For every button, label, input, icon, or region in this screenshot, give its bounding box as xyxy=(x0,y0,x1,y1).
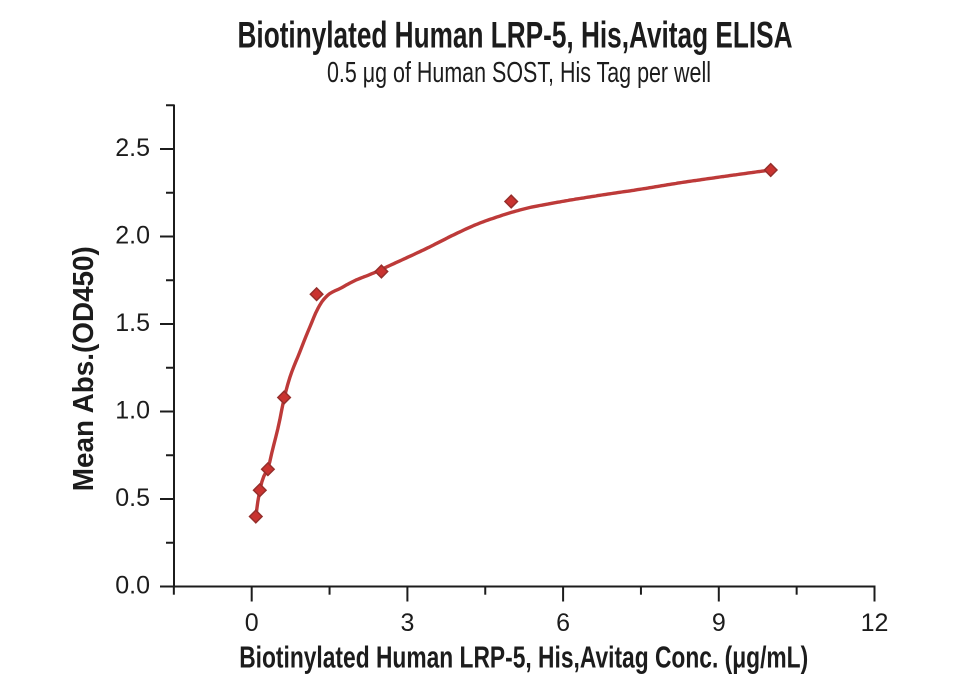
svg-text:0.5: 0.5 xyxy=(115,484,150,512)
svg-text:Mean Abs.(OD450): Mean Abs.(OD450) xyxy=(68,246,100,491)
svg-text:1.5: 1.5 xyxy=(115,309,150,337)
svg-text:0.5 μg of Human SOST, His Tag: 0.5 μg of Human SOST, His Tag per well xyxy=(327,57,711,89)
svg-text:6: 6 xyxy=(556,609,570,637)
svg-text:0.0: 0.0 xyxy=(115,571,150,599)
svg-text:9: 9 xyxy=(712,609,726,637)
svg-text:12: 12 xyxy=(861,609,889,637)
svg-text:2.0: 2.0 xyxy=(115,221,150,249)
svg-text:0: 0 xyxy=(245,609,259,637)
svg-text:2.5: 2.5 xyxy=(115,134,150,162)
svg-text:1.0: 1.0 xyxy=(115,396,150,424)
svg-text:Biotinylated Human LRP-5, His,: Biotinylated Human LRP-5, His,Avitag Con… xyxy=(239,641,808,675)
svg-text:3: 3 xyxy=(400,609,414,637)
svg-text:Biotinylated Human LRP-5, His,: Biotinylated Human LRP-5, His,Avitag ELI… xyxy=(238,14,793,56)
